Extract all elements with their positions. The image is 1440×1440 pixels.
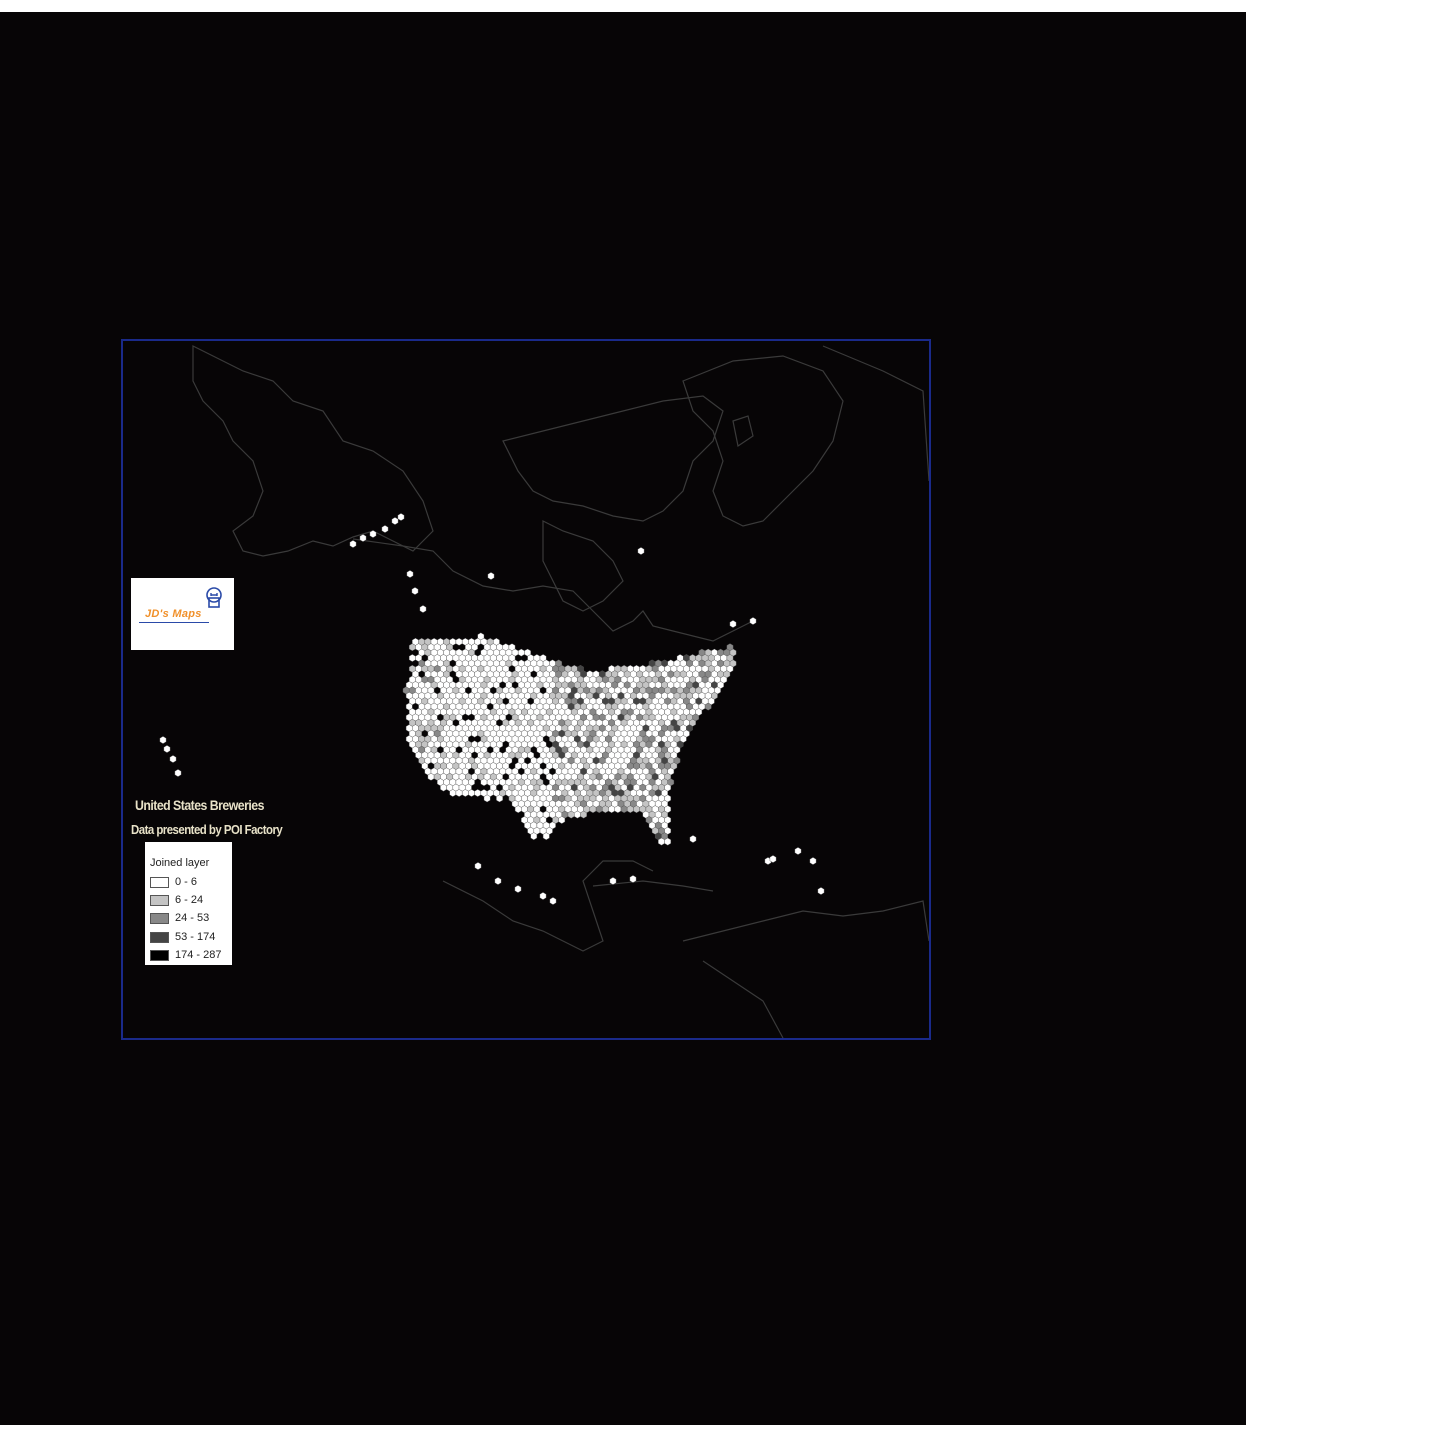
hexbin-cell <box>455 789 463 797</box>
hexbin-cell <box>637 547 645 555</box>
hexbin-cell <box>440 783 447 792</box>
hexbin-cell <box>809 857 817 865</box>
hexbin-cell <box>629 875 637 883</box>
hexbin-cell <box>468 789 475 797</box>
hexbin-cell <box>397 513 405 521</box>
legend-item: 0 - 6 <box>150 875 197 889</box>
legend-swatch <box>150 912 169 924</box>
hexbin-cell <box>794 847 802 855</box>
legend-label: 0 - 6 <box>175 876 198 888</box>
hexbin-cell <box>574 810 581 819</box>
hexbin-cell <box>163 745 171 753</box>
hexbin-cell <box>589 805 597 814</box>
hexbin-cell <box>480 778 488 787</box>
hexbin-cell <box>530 832 538 841</box>
hexbin-cell <box>749 617 757 625</box>
hexbin-cell <box>704 702 712 711</box>
hexbin-cell <box>595 805 603 814</box>
hexbin-cell <box>729 620 737 628</box>
hexbin-cell <box>474 862 482 870</box>
legend-swatch <box>150 931 169 943</box>
legend-swatch <box>150 876 169 888</box>
hexbin-cell <box>539 892 547 900</box>
legend-label: 24 - 53 <box>175 912 210 924</box>
hexbin-cell <box>514 805 522 814</box>
hexbin-cell <box>462 789 469 797</box>
logo-text: JD's Maps <box>145 608 202 620</box>
hexbin-cell <box>427 772 435 781</box>
hexbin-cell <box>419 605 427 613</box>
hexbin-cell <box>769 855 777 863</box>
hexbin-cell <box>169 755 177 763</box>
hexbin-cell <box>483 794 491 803</box>
hexbin-cell <box>409 643 416 652</box>
map-icon <box>206 587 222 608</box>
map-view[interactable] <box>123 341 929 1038</box>
legend-item: 174 - 287 <box>150 948 221 962</box>
hexbin-cell <box>689 835 697 843</box>
coastlines <box>192 345 929 1038</box>
legend: Joined layer 0 - 6 6 - 24 24 - 53 53 - 1… <box>145 842 232 965</box>
legend-item: 53 - 174 <box>150 930 215 944</box>
hexbin-cell <box>542 832 550 841</box>
hexbin-cell <box>580 810 587 819</box>
legend-label: 6 - 24 <box>175 894 204 906</box>
brewery-hexbins <box>159 513 825 905</box>
hexbin-cell <box>496 794 503 803</box>
legend-label: 174 - 287 <box>175 949 222 961</box>
hexbin-cell <box>658 837 665 846</box>
hexbin-cell <box>514 885 522 893</box>
legend-item: 24 - 53 <box>150 911 209 925</box>
map-title: United States Breweries <box>135 797 264 813</box>
hexbin-cell <box>549 897 557 905</box>
hexbin-cell <box>664 837 671 846</box>
hexbin-cell <box>487 572 495 580</box>
map-subtitle: Data presented by POI Factory <box>131 822 283 837</box>
hexbin-cell <box>558 816 566 824</box>
hexbin-cell <box>465 708 472 716</box>
hexbin-cell <box>567 810 575 819</box>
hexbin-cell <box>174 769 182 777</box>
hexbin-cell <box>449 789 457 797</box>
hexbin-cell <box>159 736 167 744</box>
hexbin-cell <box>349 540 357 548</box>
hexbin-cell <box>627 805 634 814</box>
hexbin-cell <box>391 517 399 525</box>
hexbin-cell <box>518 648 525 657</box>
hexbin-cell <box>455 637 463 646</box>
hexbin-cell <box>369 530 377 538</box>
hexbin-cell <box>409 654 416 662</box>
legend-swatch <box>150 949 169 961</box>
logo-underline <box>139 622 209 623</box>
hexbin-cell <box>633 805 640 814</box>
hexbin-cell <box>609 877 617 885</box>
hexbin-cell <box>474 789 482 797</box>
hexbin-cell <box>471 729 478 738</box>
hexbin-cell <box>381 525 389 533</box>
logo: JD's Maps <box>131 578 234 650</box>
hexbin-cell <box>494 877 502 885</box>
legend-item: 6 - 24 <box>150 893 203 907</box>
hexbin-cell <box>620 805 628 814</box>
map-frame[interactable] <box>121 339 931 1040</box>
legend-title: Joined layer <box>150 857 210 869</box>
hexbin-cell <box>411 587 419 595</box>
hexbin-cell <box>817 887 825 895</box>
hexbin-cell <box>608 805 615 814</box>
legend-label: 53 - 174 <box>175 931 216 943</box>
hexbin-cell <box>359 534 367 542</box>
legend-swatch <box>150 894 169 906</box>
hexbin-cell <box>406 570 414 578</box>
hexbin-cell <box>602 805 609 814</box>
hexbin-cell <box>614 805 622 814</box>
